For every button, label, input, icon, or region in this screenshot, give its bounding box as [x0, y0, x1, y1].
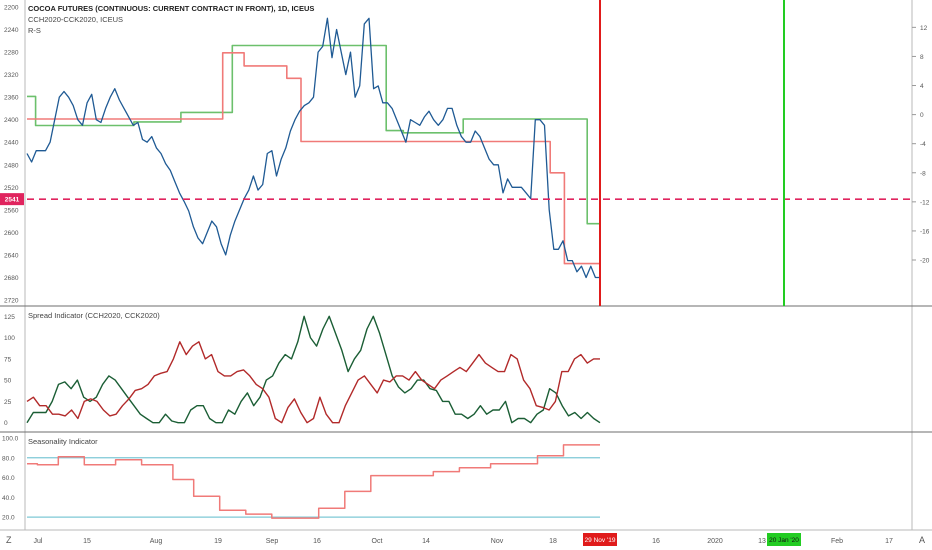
left-axis-tick: 2520	[4, 185, 19, 192]
time-axis-label: 13	[758, 538, 766, 545]
right-axis-tick: -20	[920, 258, 930, 265]
seasonality-indicator-title: Seasonality Indicator	[28, 437, 98, 446]
right-axis-tick: 4	[920, 83, 924, 90]
left-axis-tick: 2360	[4, 95, 19, 102]
time-axis-label: 16	[652, 538, 660, 545]
red-date-tag	[583, 533, 617, 546]
spread-cck2020-line	[26, 341, 600, 424]
spread-axis-tick: 100	[4, 335, 15, 342]
left-axis-tick: 2280	[4, 50, 19, 57]
spread-axis-tick: 25	[4, 399, 12, 406]
time-axis-label: 18	[549, 538, 557, 545]
left-axis-tick: 2200	[4, 5, 19, 12]
left-axis-tick: 2720	[4, 298, 19, 305]
h2020-step-line	[27, 44, 600, 225]
overlay-layer: 2541 29 Nov '19 20 Jan '20	[0, 0, 912, 546]
left-axis-tick: 2640	[4, 252, 19, 259]
left-axis-tick: 2600	[4, 230, 19, 237]
left-axis-tick: 2440	[4, 140, 19, 147]
seasonality-line	[27, 444, 600, 519]
time-axis-label: 15	[83, 538, 91, 545]
time-axis-label: Sep	[266, 538, 279, 545]
auto-scale-icon[interactable]: A	[919, 535, 925, 545]
zoom-icon[interactable]: Z	[6, 535, 12, 545]
seasonality-axis-tick: 80.0	[2, 455, 15, 462]
spread-axis-tick: 125	[4, 314, 15, 321]
right-axis-tick: -4	[920, 141, 926, 148]
green-date-tag-label: 20 Jan '20	[769, 537, 799, 544]
time-axis-label: Feb	[831, 538, 843, 545]
seasonality-axis-tick: 20.0	[2, 515, 15, 522]
spread-indicator-title: Spread Indicator (CCH2020, CCK2020)	[28, 311, 160, 320]
series-layer	[26, 17, 601, 519]
time-axis-label: Nov	[491, 538, 504, 545]
left-axis-tick: 2400	[4, 117, 19, 124]
time-axis-label: 16	[313, 538, 321, 545]
spread-cch2020-line	[26, 315, 601, 424]
left-axis-tick: 2320	[4, 72, 19, 79]
spread-axis-tick: 75	[4, 356, 12, 363]
green-date-tag	[767, 533, 801, 546]
right-axis-tick: 8	[920, 54, 924, 61]
red-date-tag-label: 29 Nov '19	[585, 537, 616, 544]
spread-price-line	[26, 17, 600, 279]
right-axis-tick: -8	[920, 170, 926, 177]
right-axis-tick: 12	[920, 25, 928, 32]
left-axis-tick: 2560	[4, 207, 19, 214]
seasonality-axis-tick: 100.0	[2, 436, 19, 443]
chart-title: COCOA FUTURES (CONTINUOUS: CURRENT CONTR…	[28, 4, 314, 13]
spread-axis-tick: 50	[4, 378, 12, 385]
left-axis-tick: 2480	[4, 162, 19, 169]
right-axis-tick: -12	[920, 199, 930, 206]
spread-axis-tick: 0	[4, 420, 8, 427]
time-axis-label: Aug	[150, 538, 163, 545]
time-axis-label: 17	[885, 538, 893, 545]
seasonality-axis-tick: 60.0	[2, 475, 15, 482]
right-axis-tick: 0	[920, 112, 924, 119]
time-axis-label: 14	[422, 538, 430, 545]
series-legend-label: R-S	[28, 26, 41, 35]
left-axis-tick: 2680	[4, 275, 19, 282]
time-axis-label: Oct	[372, 538, 383, 545]
time-axis-label: 2020	[707, 538, 723, 545]
time-axis-label: 19	[214, 538, 222, 545]
left-axis-tick: 2240	[4, 27, 19, 34]
chart-subtitle: CCH2020-CCK2020, ICEUS	[28, 15, 123, 24]
current-value-tag	[0, 193, 24, 206]
axes-layer: 2200224022802320236024002440248025202560…	[2, 5, 930, 546]
k2020-step-line	[27, 51, 600, 265]
right-axis-tick: -16	[920, 228, 930, 235]
seasonality-axis-tick: 40.0	[2, 495, 15, 502]
time-axis-label: Jul	[34, 538, 43, 545]
current-value-tag-label: 2541	[5, 197, 20, 204]
